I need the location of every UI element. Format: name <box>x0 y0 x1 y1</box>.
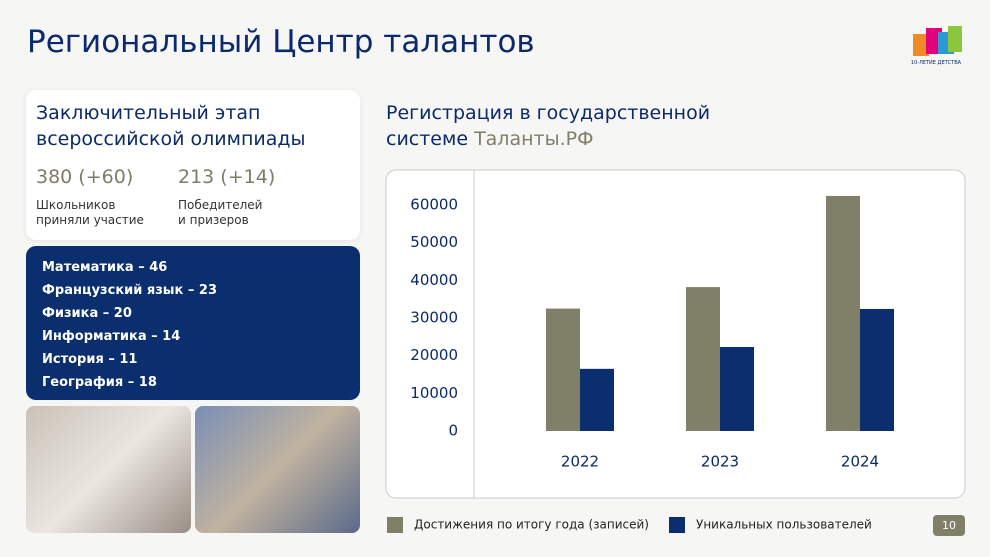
legend-swatch <box>669 517 685 533</box>
page-number: 10 <box>933 515 965 536</box>
y-tick-label: 10000 <box>410 384 458 402</box>
subject: Математика – 46 <box>42 260 168 275</box>
card-title: Заключительный этап всероссийской олимпи… <box>36 102 306 150</box>
subject: Физика – 20 <box>42 306 132 321</box>
x-tick-label: 2022 <box>561 453 599 471</box>
chart: 0 10000 20000 30000 40000 50000 60000 2022 2023 2… <box>385 169 966 533</box>
x-tick-label: 2024 <box>841 453 879 471</box>
chart-frame <box>385 169 966 499</box>
bar <box>580 368 614 431</box>
stat-value: 380 (+60) <box>36 166 134 188</box>
y-tick-label: 20000 <box>410 346 458 364</box>
subject: Информатика – 14 <box>42 329 181 344</box>
legend-swatch <box>387 517 403 533</box>
stat: 213 (+14) Победителей и призеров <box>178 166 275 228</box>
bar <box>826 195 860 431</box>
slide-title: Региональный Центр талантов <box>27 24 535 60</box>
y-tick-label: 40000 <box>410 271 458 289</box>
bar <box>546 308 580 431</box>
stat: 380 (+60) Школьников приняли участие <box>36 166 144 228</box>
subjects-box: Математика – 46 Французский язык – 23 Физи… <box>26 246 360 400</box>
legend-label: Уникальных пользователей <box>696 518 872 532</box>
stat-value: 213 (+14) <box>178 166 276 188</box>
y-tick-label: 0 <box>448 422 458 440</box>
subject: Французский язык – 23 <box>42 283 218 298</box>
bar <box>686 287 720 431</box>
stat-label: Победителей и призеров <box>178 198 263 227</box>
photo <box>195 406 360 533</box>
chart-title: Регистрация в государственной системе Та… <box>386 100 710 152</box>
logo-text: 10-ЛЕТИЕ ДЕТСТВА <box>911 60 962 66</box>
bar <box>860 308 894 431</box>
chart-title-highlight: Таланты.РФ <box>474 128 594 150</box>
subjects-list: Математика – 46 Французский язык – 23 Физи… <box>42 256 217 394</box>
subject: История – 11 <box>42 352 138 367</box>
y-tick-label: 60000 <box>410 195 458 213</box>
legend-label: Достижения по итогу года (записей) <box>414 518 649 532</box>
y-tick-label: 50000 <box>410 233 458 251</box>
stat-label: Школьников приняли участие <box>36 198 144 227</box>
x-tick-label: 2023 <box>701 453 739 471</box>
y-tick-label: 30000 <box>410 308 458 326</box>
photo <box>26 406 191 533</box>
bar <box>720 346 754 431</box>
subject: География – 18 <box>42 375 157 390</box>
chart-title-text: Регистрация в государственной системе <box>386 102 711 150</box>
olympiad-card: Заключительный этап всероссийской олимпи… <box>26 90 360 240</box>
logo: 10-ЛЕТИЕ ДЕТСТВА <box>911 26 962 66</box>
